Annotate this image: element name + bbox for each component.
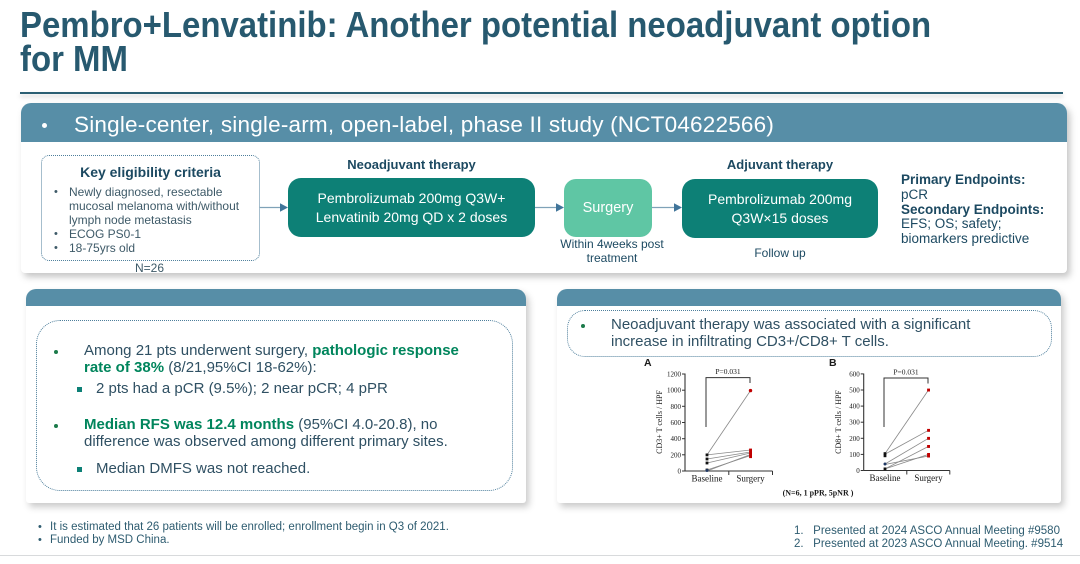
svg-text:Baseline: Baseline — [870, 473, 901, 483]
svg-text:1200: 1200 — [667, 371, 682, 379]
svg-text:Surgery: Surgery — [914, 473, 943, 483]
svg-text:0: 0 — [678, 468, 682, 476]
svg-text:400: 400 — [671, 435, 682, 443]
svg-text:(N=6, 1 pPR, 5pNR ): (N=6, 1 pPR, 5pNR ) — [783, 489, 854, 498]
svg-text:100: 100 — [849, 451, 860, 459]
svg-text:200: 200 — [849, 435, 860, 443]
svg-text:500: 500 — [849, 387, 860, 395]
svg-text:400: 400 — [849, 403, 860, 411]
svg-text:CD3+ T cells / HPF: CD3+ T cells / HPF — [655, 390, 664, 454]
svg-text:300: 300 — [849, 419, 860, 427]
svg-text:200: 200 — [671, 451, 682, 459]
svg-text:A: A — [644, 357, 652, 369]
svg-text:Surgery: Surgery — [736, 474, 765, 484]
svg-text:800: 800 — [671, 403, 682, 411]
svg-text:1000: 1000 — [667, 387, 682, 395]
svg-text:P=0.031: P=0.031 — [893, 368, 919, 377]
svg-text:Baseline: Baseline — [692, 474, 723, 484]
svg-text:P=0.031: P=0.031 — [715, 367, 741, 376]
svg-text:0: 0 — [856, 467, 860, 475]
svg-text:CD8+ T cells / HPF: CD8+ T cells / HPF — [834, 390, 843, 454]
svg-text:600: 600 — [849, 370, 860, 378]
svg-text:600: 600 — [671, 419, 682, 427]
svg-text:B: B — [829, 357, 837, 369]
